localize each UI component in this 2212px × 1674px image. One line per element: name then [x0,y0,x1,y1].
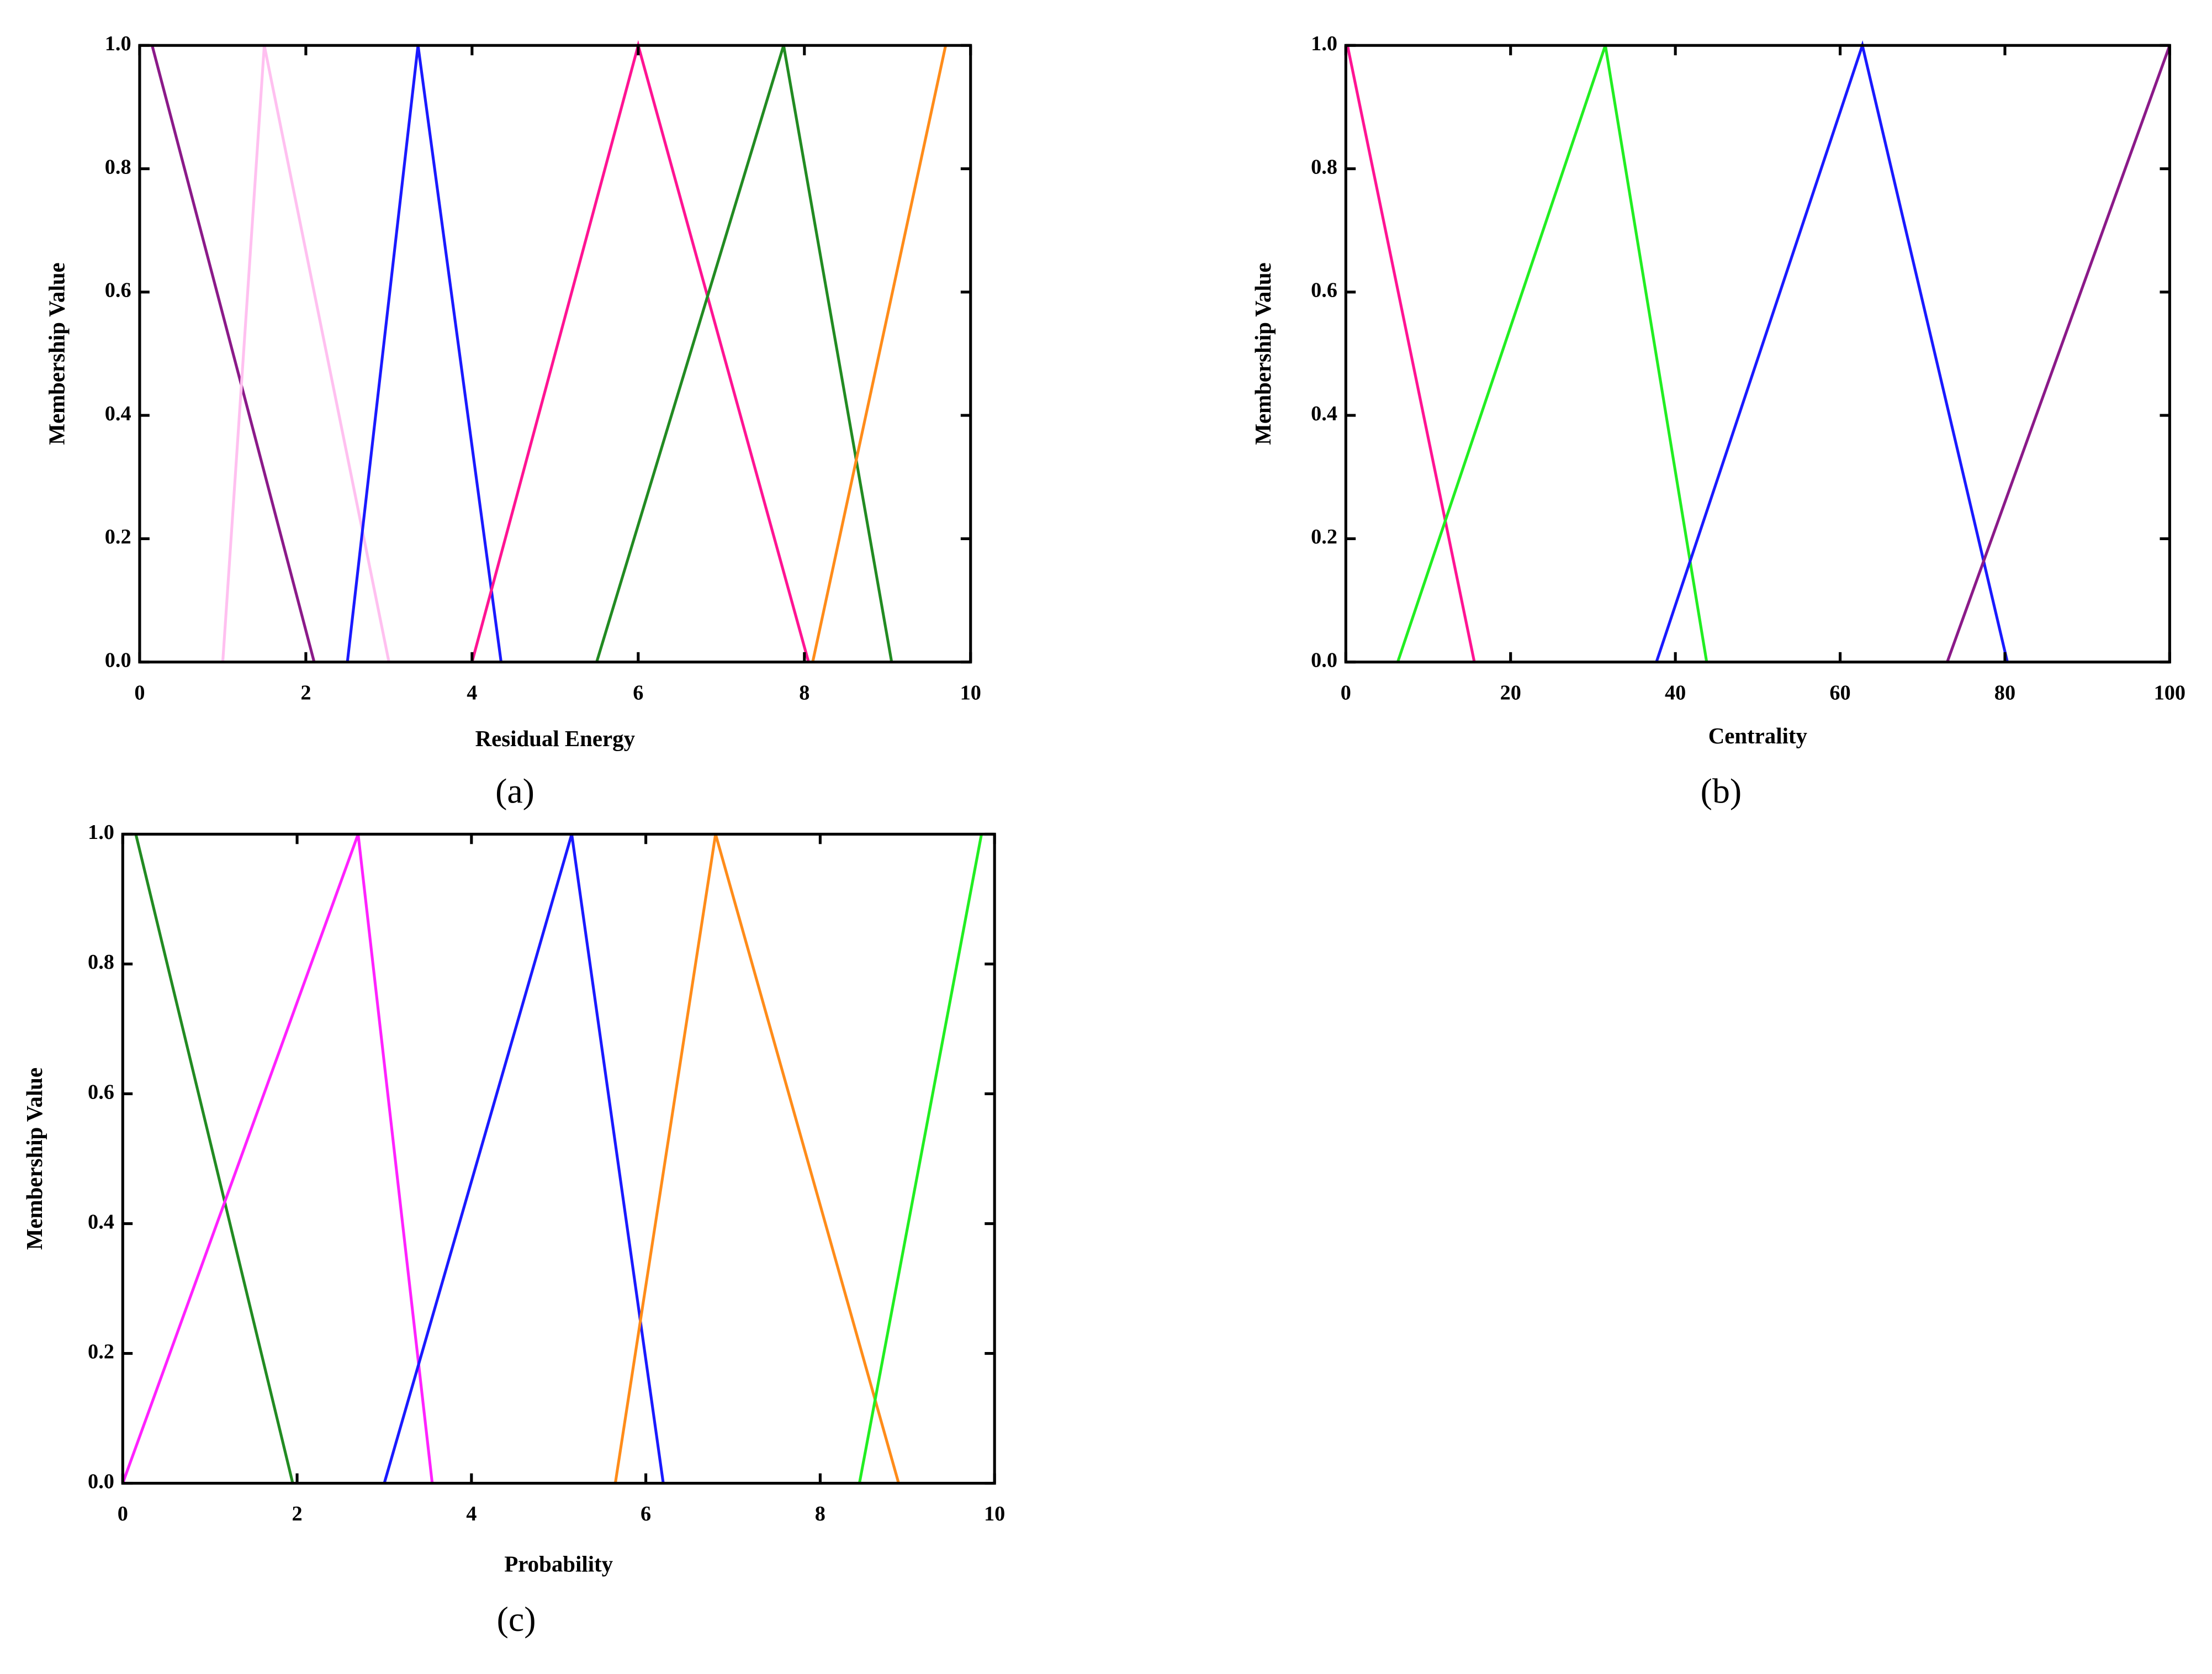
x-tick-label: 60 [1829,681,1850,704]
y-tick-label: 0.8 [105,155,131,178]
plot-frame [1344,44,2171,664]
series-line [151,45,316,663]
y-tick-label: 0.4 [1311,402,1337,425]
y-tick-label: 0.6 [105,279,131,302]
panel-caption: (b) [1701,772,1742,811]
series-line [1396,45,1708,663]
plot-frame [138,44,972,664]
x-axis-label: Residual Energy [475,726,636,751]
series-line [595,45,893,663]
series-line [1946,45,2171,663]
y-tick-label: 1.0 [88,821,114,844]
x-tick-label: 8 [815,1502,825,1525]
y-axis-label: Membership Value [45,262,70,445]
chart-panel: 0 20 40 60 80 100 0.0 0.2 0.4 0.6 0.8 1.0 Centrality… [1251,32,2185,810]
x-tick-label: 8 [799,681,809,704]
x-tick-label: 100 [2154,681,2185,704]
x-tick-label: 0 [1341,681,1351,704]
x-tick-label: 40 [1665,681,1686,704]
y-tick-label: 0.6 [88,1080,114,1103]
series-line [470,40,810,663]
x-tick-label: 6 [633,681,643,704]
x-tick-label: 10 [984,1502,1005,1525]
series-line [613,833,900,1484]
y-tick-label: 0.4 [88,1210,114,1233]
y-tick-label: 0.4 [105,402,131,425]
y-axis-label: Membership Value [1251,262,1276,445]
x-tick-label: 2 [292,1502,302,1525]
x-axis-label: Centrality [1708,724,1808,748]
y-tick-label: 0.0 [105,648,131,672]
y-tick-label: 1.0 [1311,32,1337,55]
y-tick-label: 0.8 [88,950,114,974]
x-tick-label: 0 [118,1502,128,1525]
panel-caption: (a) [495,772,535,811]
plot-frame [121,832,996,1485]
y-tick-label: 0.8 [1311,155,1337,178]
x-tick-label: 80 [1994,681,2015,704]
x-tick-label: 0 [134,681,145,704]
series-line [121,833,434,1484]
chart-panel: 0 2 4 6 8 10 0.0 0.2 0.4 0.6 0.8 1.0 Residual Energy… [45,32,981,810]
y-axis-label: Membership Value [22,1068,47,1250]
y-tick-label: 0.0 [1311,648,1337,672]
series-line [1655,40,2009,663]
y-tick-label: 0.6 [1311,279,1337,302]
x-tick-label: 10 [960,681,981,704]
x-tick-label: 4 [466,1502,477,1525]
x-axis-label: Probability [504,1552,613,1577]
x-tick-label: 2 [300,681,311,704]
panel-caption: (c) [497,1599,536,1639]
x-tick-label: 4 [467,681,477,704]
series-line [858,833,983,1484]
series-line [811,45,948,663]
y-tick-label: 1.0 [105,32,131,55]
series-line [383,833,665,1484]
y-tick-label: 0.0 [88,1470,114,1493]
x-tick-label: 6 [641,1502,651,1525]
y-tick-label: 0.2 [1311,525,1337,548]
series-line [1346,45,1476,663]
y-tick-label: 0.2 [105,525,131,548]
chart-panel: 0 2 4 6 8 10 0.0 0.2 0.4 0.6 0.8 1.0 Probability Memb… [22,821,1006,1639]
series-line [134,833,294,1484]
x-tick-label: 20 [1500,681,1521,704]
y-tick-label: 0.2 [88,1340,114,1363]
series-line [221,45,390,663]
